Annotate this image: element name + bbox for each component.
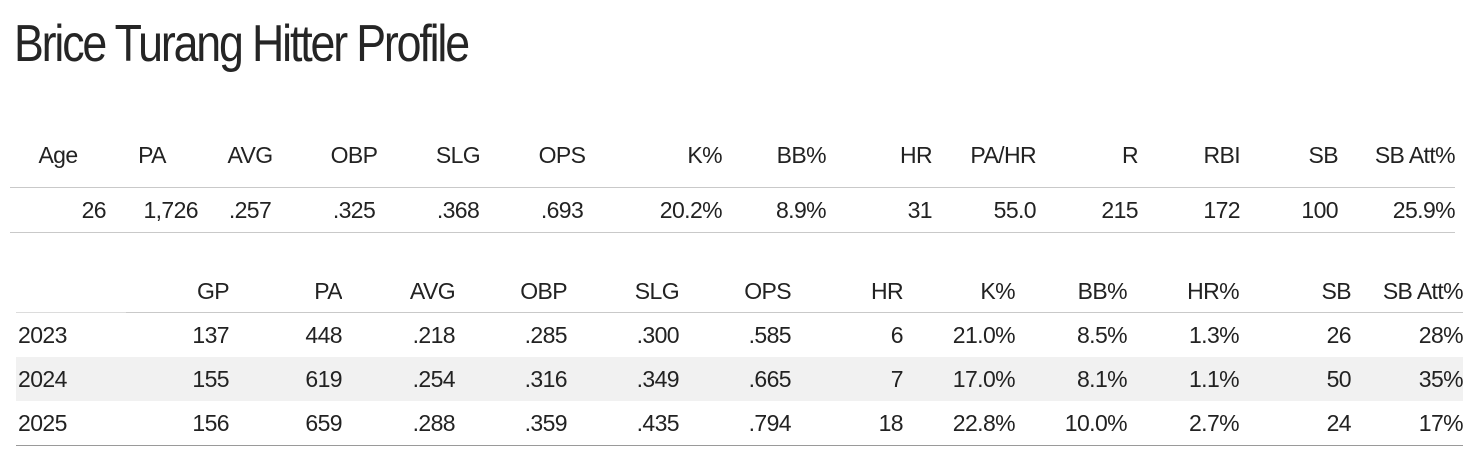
- season-hr-pct: 1.3%: [1188, 321, 1239, 348]
- season-ops: .585: [748, 321, 791, 348]
- season-obp: .285: [524, 321, 567, 348]
- career-header-hr: HR: [899, 141, 932, 168]
- career-header-obp: OBP: [330, 141, 378, 168]
- career-value-avg: .257: [198, 187, 302, 233]
- season-sb-att-pct: 35%: [1351, 357, 1463, 401]
- season-gp: 137: [192, 321, 229, 348]
- season-ops: .794: [679, 401, 791, 446]
- season-header-sb-att-pct: SB Att%: [1351, 270, 1463, 313]
- career-value-pa: 1,726: [106, 187, 198, 233]
- season-gp: 156: [126, 401, 229, 446]
- season-bb-pct: 10.0%: [1015, 401, 1127, 446]
- season-gp: 155: [126, 357, 229, 401]
- season-header-bb-pct: BB%: [1015, 270, 1127, 313]
- season-header-avg: AVG: [342, 270, 455, 313]
- season-slg: .349: [567, 357, 679, 401]
- career-value-k-pct: 20.2%: [614, 187, 722, 233]
- season-slg: .435: [567, 401, 679, 446]
- season-pa: 619: [229, 357, 342, 401]
- season-avg: .254: [342, 357, 455, 401]
- season-k-pct: 17.0%: [903, 357, 1015, 401]
- season-bb-pct: 8.5%: [1076, 321, 1127, 348]
- season-sb: 50: [1239, 357, 1351, 401]
- season-header-pa: PA: [229, 270, 342, 313]
- career-header-age: Age: [38, 141, 78, 168]
- career-value-obp: .325: [302, 187, 406, 233]
- season-header-hr: HR: [791, 270, 903, 313]
- career-value-pa-per-hr: 55.0: [932, 187, 1036, 233]
- career-value-age: 26: [10, 187, 106, 233]
- season-sb-att-pct: 17%: [1351, 401, 1463, 446]
- career-header-avg: AVG: [227, 141, 273, 168]
- season-year: 2023: [18, 321, 67, 348]
- career-value-bb-pct: 8.9%: [722, 187, 826, 233]
- season-pa: 448: [305, 321, 342, 348]
- season-hr: 18: [791, 401, 903, 446]
- season-sb: 24: [1239, 401, 1351, 446]
- season-year: 2024: [16, 357, 126, 401]
- career-header-row: Age PA AVG OBP SLG OPS K% BB% HR PA/HR R…: [10, 123, 1455, 188]
- season-header-year: [16, 270, 126, 313]
- season-stats-table: GP PA AVG OBP SLG OPS HR K% BB% HR% SB S…: [16, 270, 1463, 446]
- season-ops: .665: [679, 357, 791, 401]
- career-header-r: R: [1121, 141, 1138, 168]
- season-pa: 659: [229, 401, 342, 446]
- career-header-ops: OPS: [538, 141, 586, 168]
- season-k-pct: 21.0%: [952, 321, 1015, 348]
- season-header-sb: SB: [1239, 270, 1351, 313]
- season-hr: 6: [890, 321, 903, 348]
- season-slg: .300: [636, 321, 679, 348]
- season-avg: .288: [342, 401, 455, 446]
- season-k-pct: 22.8%: [903, 401, 1015, 446]
- career-value-sb-att-pct: 25.9%: [1338, 187, 1455, 233]
- season-header-hr-pct: HR%: [1127, 270, 1239, 313]
- career-value-rbi: 172: [1138, 187, 1240, 233]
- career-header-sb: SB: [1308, 141, 1338, 168]
- career-value-sb: 100: [1240, 187, 1338, 233]
- table-row: 2023 137 448 .218 .285 .300 .585 6 21.0%…: [16, 313, 1463, 358]
- page-title: Brice Turang Hitter Profile: [14, 15, 470, 73]
- season-sb-att-pct: 28%: [1418, 321, 1463, 348]
- career-header-pa-per-hr: PA/HR: [970, 141, 1036, 168]
- career-value-hr: 31: [826, 187, 932, 233]
- season-header-slg: SLG: [567, 270, 679, 313]
- table-row: 2024 155 619 .254 .316 .349 .665 7 17.0%…: [16, 357, 1463, 401]
- table-row: 2025 156 659 .288 .359 .435 .794 18 22.8…: [16, 401, 1463, 446]
- career-value-ops: .693: [510, 187, 614, 233]
- season-obp: .359: [455, 401, 567, 446]
- career-header-k-pct: K%: [687, 141, 722, 168]
- career-value-r: 215: [1036, 187, 1138, 233]
- season-bb-pct: 8.1%: [1015, 357, 1127, 401]
- career-values-row: 26 1,726 .257 .325 .368 .693 20.2% 8.9% …: [10, 187, 1455, 233]
- career-stats-table: Age PA AVG OBP SLG OPS K% BB% HR PA/HR R…: [10, 123, 1455, 233]
- season-header-row: GP PA AVG OBP SLG OPS HR K% BB% HR% SB S…: [16, 270, 1463, 313]
- season-hr: 7: [791, 357, 903, 401]
- season-header-k-pct: K%: [903, 270, 1015, 313]
- season-header-obp: OBP: [455, 270, 567, 313]
- season-sb: 26: [1326, 321, 1351, 348]
- career-header-pa: PA: [138, 141, 166, 168]
- season-obp: .316: [455, 357, 567, 401]
- career-value-slg: .368: [406, 187, 510, 233]
- season-hr-pct: 2.7%: [1127, 401, 1239, 446]
- career-header-slg: SLG: [435, 141, 481, 168]
- season-header-gp: GP: [126, 270, 229, 313]
- career-header-bb-pct: BB%: [776, 141, 826, 168]
- season-avg: .218: [412, 321, 455, 348]
- season-hr-pct: 1.1%: [1127, 357, 1239, 401]
- season-year: 2025: [16, 401, 126, 446]
- season-header-ops: OPS: [679, 270, 791, 313]
- career-header-rbi: RBI: [1203, 141, 1240, 168]
- career-header-sb-att-pct: SB Att%: [1374, 141, 1455, 168]
